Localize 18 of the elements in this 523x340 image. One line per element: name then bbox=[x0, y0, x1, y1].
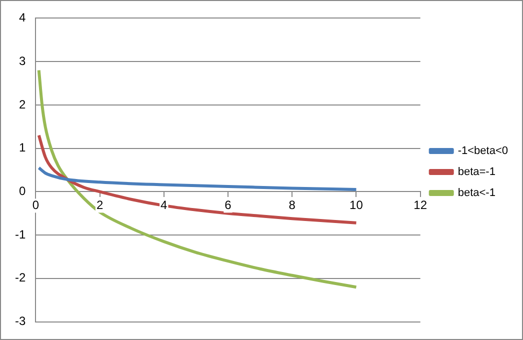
y-tick-label: 0 bbox=[18, 184, 26, 198]
legend-label: beta<-1 bbox=[458, 187, 496, 200]
y-tick-label: -1 bbox=[15, 227, 26, 242]
x-tick-label: 12 bbox=[414, 198, 428, 212]
legend-label: beta=-1 bbox=[458, 166, 496, 178]
x-tick-label: 2 bbox=[96, 198, 104, 212]
y-tick-label: 3 bbox=[18, 54, 26, 68]
x-tick-label: 6 bbox=[224, 198, 232, 212]
line-series bbox=[37, 166, 358, 192]
y-tick-label: -3 bbox=[15, 314, 26, 328]
legend-label: -1<beta<0 bbox=[458, 145, 508, 158]
y-tick-label: 1 bbox=[18, 140, 26, 155]
y-tick-label: 4 bbox=[18, 10, 26, 25]
x-tick-label: 10 bbox=[350, 198, 364, 212]
y-tick-label: 2 bbox=[18, 97, 26, 112]
x-tick-label: 8 bbox=[288, 198, 296, 212]
x-tick-label: 0 bbox=[32, 198, 40, 212]
y-tick-label: -2 bbox=[15, 270, 26, 285]
